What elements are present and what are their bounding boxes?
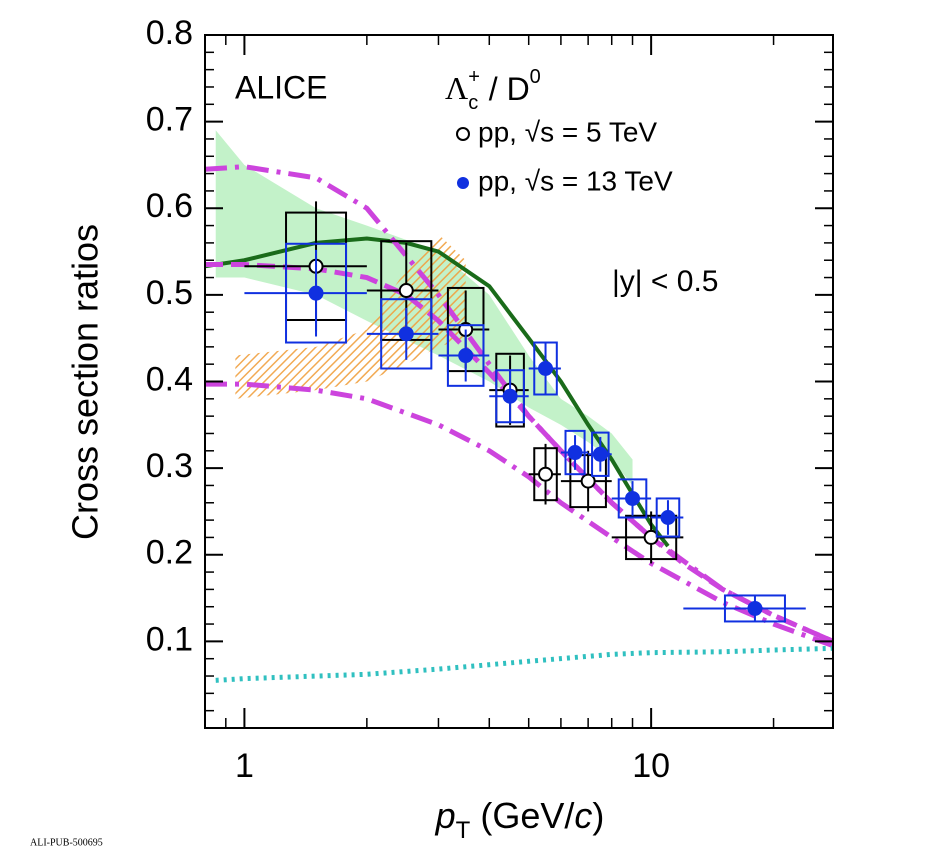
data-point	[538, 466, 554, 482]
data-point	[625, 490, 641, 506]
ratio-label: Λc+ / D0	[445, 66, 541, 114]
model-curve	[205, 262, 833, 644]
data-point	[592, 446, 608, 462]
y-tick-label: 0.1	[146, 620, 193, 658]
x-tick-label: 1	[235, 747, 254, 785]
model-band	[235, 234, 466, 399]
experiment-label: ALICE	[235, 69, 327, 105]
data-point	[660, 510, 676, 526]
y-tick-label: 0.4	[146, 360, 193, 398]
legend-label: pp, √s = 13 TeV	[478, 165, 673, 196]
model-curve	[205, 236, 670, 548]
data-point	[398, 283, 414, 299]
data-point	[398, 326, 414, 342]
y-tick-label: 0.8	[146, 14, 193, 52]
data-point	[580, 473, 596, 489]
x-axis-label: pT (GeV/c)	[435, 795, 605, 845]
y-tick-label: 0.3	[146, 447, 193, 485]
data-point	[747, 600, 763, 616]
data-point	[308, 285, 324, 301]
data-point	[538, 361, 554, 377]
data-point	[567, 445, 583, 461]
legend-label: pp, √s = 5 TeV	[478, 116, 657, 147]
y-tick-label: 0.2	[146, 534, 193, 572]
model-curve	[215, 645, 833, 683]
rapidity-label: |y| < 0.5	[612, 265, 718, 298]
data-point	[458, 348, 474, 364]
y-axis-label: Cross section ratios	[65, 224, 106, 540]
footer: ALI-PUB-500695	[30, 837, 103, 848]
y-tick-label: 0.7	[146, 101, 193, 139]
plot-area	[205, 130, 833, 683]
y-tick-label: 0.5	[146, 274, 193, 312]
legend-marker	[456, 127, 470, 141]
data-point	[643, 529, 659, 545]
x-tick-label: 10	[632, 747, 670, 785]
y-tick-label: 0.6	[146, 187, 193, 225]
legend-marker	[457, 177, 469, 189]
data-point	[502, 388, 518, 404]
model-curve	[205, 381, 833, 649]
axes: 0.1 0.2 0.3 0.4 0.5 0.6 0.7 0.8 1 10	[146, 14, 833, 785]
